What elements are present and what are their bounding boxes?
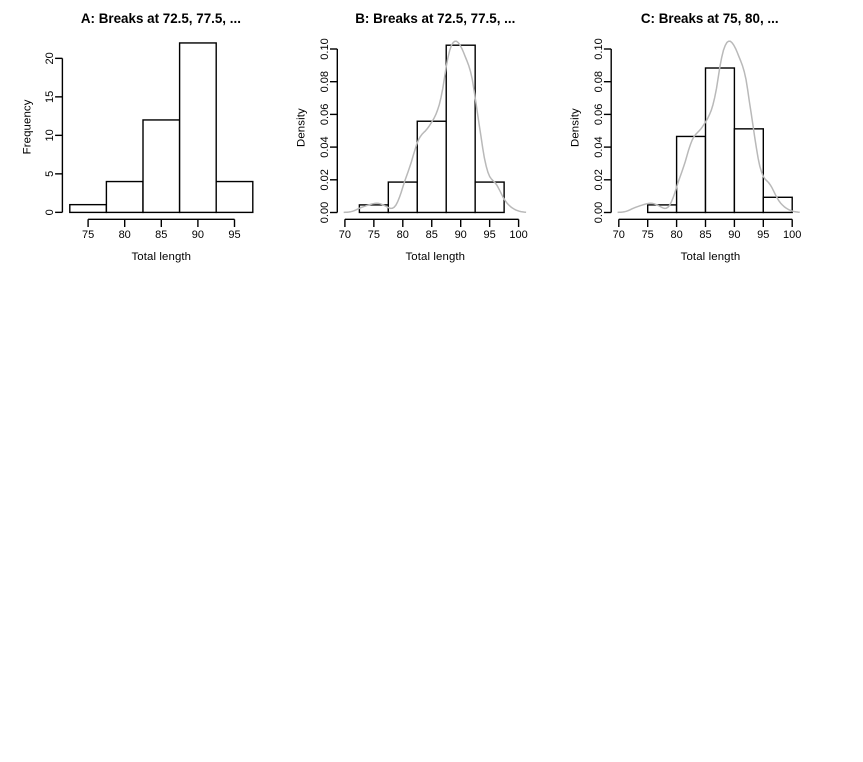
svg-text:95: 95 <box>757 229 769 241</box>
svg-text:0.10: 0.10 <box>593 38 605 59</box>
svg-text:100: 100 <box>509 229 527 241</box>
svg-text:Density: Density <box>296 108 308 147</box>
svg-text:Total length: Total length <box>405 251 465 263</box>
svg-text:0.06: 0.06 <box>593 104 605 125</box>
svg-text:0.02: 0.02 <box>593 169 605 190</box>
svg-text:Total length: Total length <box>131 251 191 263</box>
svg-text:C: Breaks at 75, 80, ...: C: Breaks at 75, 80, ... <box>641 11 779 26</box>
svg-text:95: 95 <box>228 229 240 241</box>
svg-text:Frequency: Frequency <box>21 99 33 154</box>
svg-text:0: 0 <box>44 209 56 215</box>
svg-text:0.08: 0.08 <box>593 71 605 92</box>
svg-text:Density: Density <box>569 108 581 147</box>
svg-text:20: 20 <box>44 52 56 64</box>
svg-text:85: 85 <box>699 229 711 241</box>
svg-text:95: 95 <box>484 229 496 241</box>
svg-text:85: 85 <box>426 229 438 241</box>
svg-text:80: 80 <box>119 229 131 241</box>
svg-text:90: 90 <box>192 229 204 241</box>
svg-text:15: 15 <box>44 91 56 103</box>
svg-text:85: 85 <box>155 229 167 241</box>
svg-text:100: 100 <box>783 229 801 241</box>
svg-text:80: 80 <box>670 229 682 241</box>
svg-text:0.08: 0.08 <box>319 71 331 92</box>
svg-text:80: 80 <box>397 229 409 241</box>
svg-text:0.00: 0.00 <box>319 202 331 223</box>
svg-text:A: Breaks at 72.5, 77.5, ...: A: Breaks at 72.5, 77.5, ... <box>81 11 241 26</box>
svg-text:90: 90 <box>728 229 740 241</box>
svg-text:Total length: Total length <box>681 251 741 263</box>
svg-text:0.04: 0.04 <box>319 136 331 157</box>
svg-text:75: 75 <box>368 229 380 241</box>
svg-text:0.06: 0.06 <box>319 104 331 125</box>
svg-text:5: 5 <box>44 171 56 177</box>
svg-text:70: 70 <box>613 229 625 241</box>
svg-text:B: Breaks at 72.5, 77.5, ...: B: Breaks at 72.5, 77.5, ... <box>355 11 515 26</box>
svg-text:75: 75 <box>642 229 654 241</box>
svg-text:70: 70 <box>339 229 351 241</box>
svg-text:0.02: 0.02 <box>319 169 331 190</box>
svg-text:75: 75 <box>82 229 94 241</box>
svg-text:0.10: 0.10 <box>319 38 331 59</box>
svg-text:0.00: 0.00 <box>593 202 605 223</box>
svg-text:90: 90 <box>455 229 467 241</box>
svg-text:10: 10 <box>44 129 56 141</box>
svg-text:0.04: 0.04 <box>593 136 605 157</box>
